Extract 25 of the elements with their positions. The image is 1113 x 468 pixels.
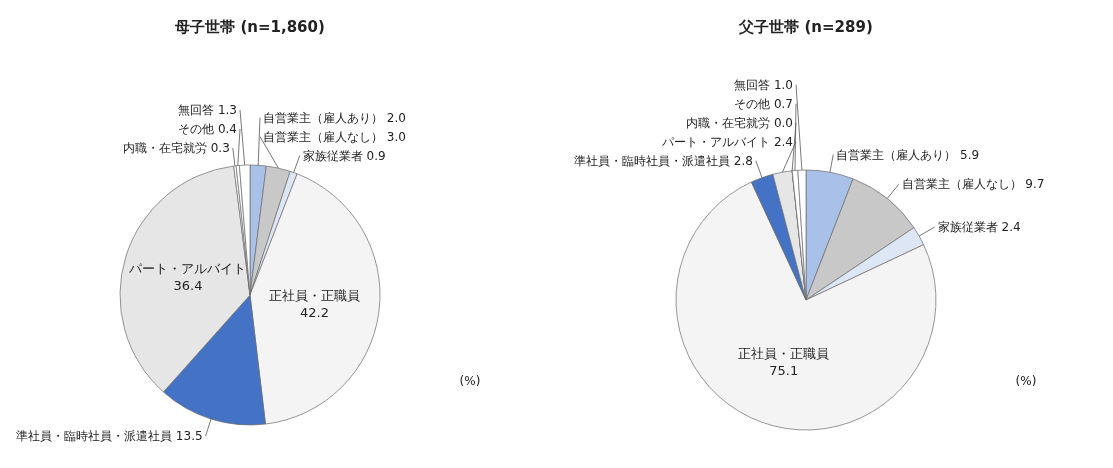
slice-label: その他 0.7 bbox=[734, 96, 793, 111]
category-label: 内職・在宅就労 0.0 bbox=[686, 115, 793, 130]
chart-title: 父子世帯 (n=289) bbox=[738, 18, 873, 36]
slice-label: 無回答 1.0 bbox=[734, 77, 793, 92]
text: (%) bbox=[459, 374, 481, 388]
slice-label: 正社員・正職員 bbox=[268, 288, 360, 304]
slice-label: パート・アルバイト 2.4 bbox=[661, 134, 793, 149]
slice-label: 自営業主（雇人あり） 2.0 bbox=[263, 110, 406, 125]
slice-label: 正社員・正職員 bbox=[738, 346, 830, 362]
slice-label: 自営業主（雇人なし） 3.0 bbox=[263, 129, 406, 144]
slice-label: 内職・在宅就労 0.3 bbox=[122, 141, 230, 155]
slice-label: 準社員・臨時社員・派遣社員 2.8 bbox=[573, 153, 753, 168]
slice-label: 家族従業者 0.9 bbox=[302, 148, 386, 163]
slice-label: 自営業主（雇人なし） 9.7 bbox=[901, 177, 1045, 192]
slice-label: 準社員・臨時社員・派遣社員 13.5 bbox=[16, 429, 203, 444]
data-label: 42.2 bbox=[300, 305, 329, 321]
slice-label: パート・アルバイト bbox=[128, 260, 247, 276]
data-label: 36.4 bbox=[173, 277, 203, 293]
slice-label: その他 0.4 bbox=[178, 122, 237, 136]
chart-title: 母子世帯 (n=1,860) bbox=[174, 18, 325, 36]
text: (%) bbox=[1015, 374, 1037, 388]
data-label: 75.1 bbox=[769, 363, 799, 379]
slice-label: 家族従業者 2.4 bbox=[937, 220, 1021, 235]
slice-label: 無回答 1.3 bbox=[178, 103, 237, 117]
slice-label: 自営業主（雇人あり） 5.9 bbox=[836, 147, 980, 162]
